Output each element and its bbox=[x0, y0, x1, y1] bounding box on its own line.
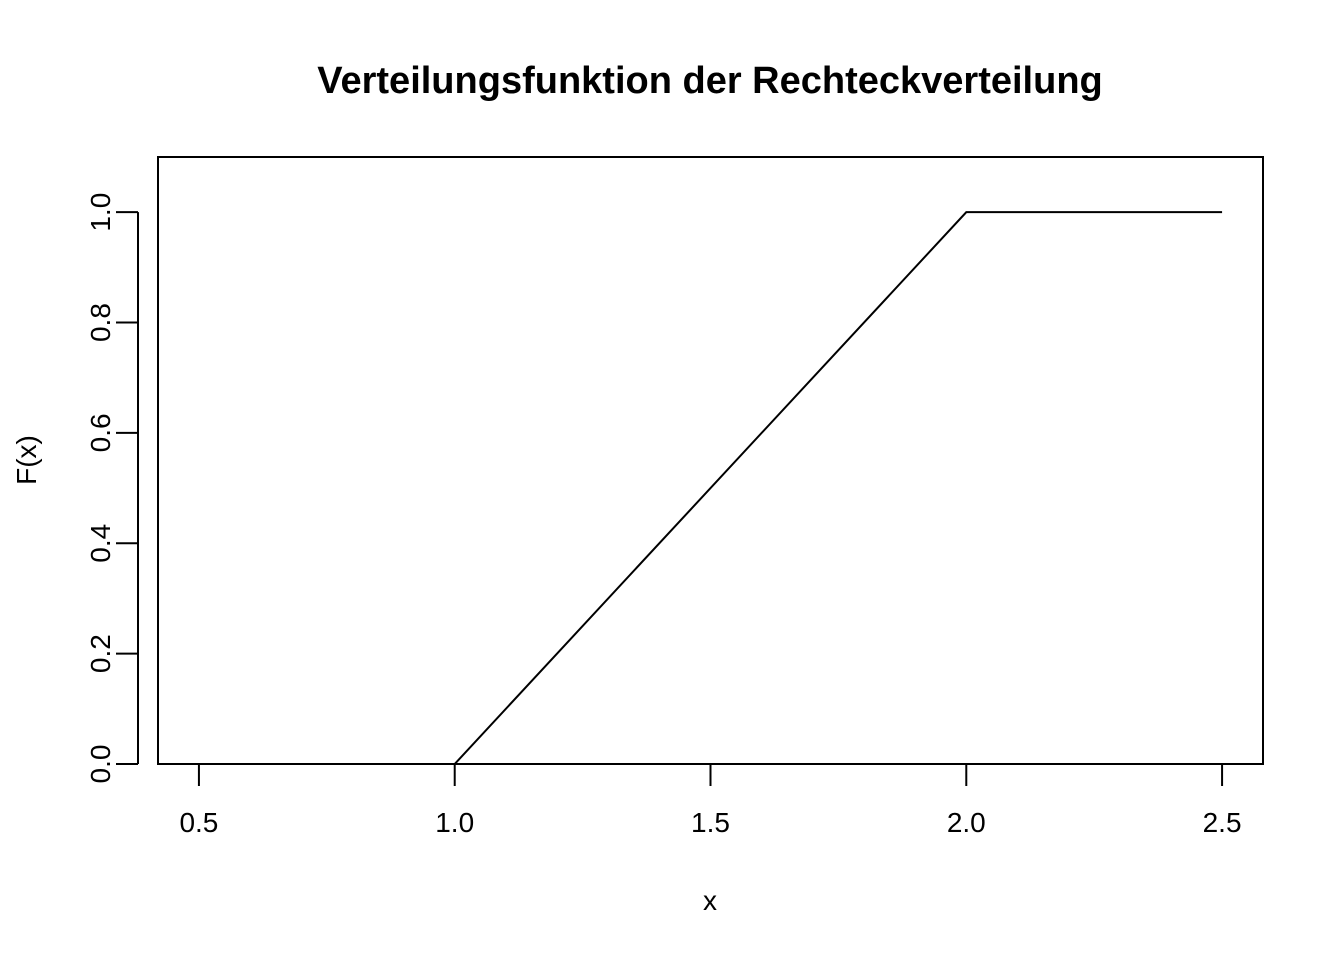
y-tick-label: 0.2 bbox=[85, 634, 116, 673]
y-tick-label: 0.6 bbox=[85, 413, 116, 452]
chart-title: Verteilungsfunktion der Rechteckverteilu… bbox=[317, 60, 1103, 102]
y-tick-label: 0.8 bbox=[85, 303, 116, 342]
x-tick-label: 0.5 bbox=[179, 807, 218, 838]
x-axis-label: x bbox=[703, 885, 717, 916]
y-tick-label: 0.0 bbox=[85, 745, 116, 784]
plot-frame bbox=[157, 156, 1264, 765]
x-tick-label: 2.5 bbox=[1203, 807, 1242, 838]
y-tick-label: 0.4 bbox=[85, 524, 116, 563]
x-axis: 0.5 1.0 1.5 2.0 2.5 bbox=[179, 763, 1242, 838]
series-line-0 bbox=[198, 211, 1223, 765]
y-axis-label: F(x) bbox=[11, 435, 42, 485]
y-tick-label: 1.0 bbox=[85, 193, 116, 232]
series-group bbox=[198, 211, 1223, 765]
x-tick-label: 1.5 bbox=[691, 807, 730, 838]
x-tick-label: 1.0 bbox=[435, 807, 474, 838]
y-axis: 0.0 0.2 0.4 0.6 0.8 1.0 bbox=[85, 193, 139, 784]
x-tick-label: 2.0 bbox=[947, 807, 986, 838]
